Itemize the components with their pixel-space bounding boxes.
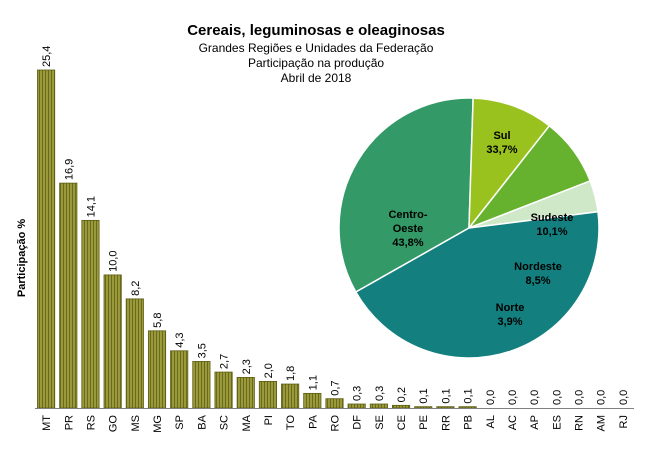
- bar-ma: [236, 376, 255, 409]
- category-label: TO: [285, 415, 297, 431]
- pie-label-centro-oeste: Centro-: [388, 209, 427, 221]
- bar-value-label: 25,4: [41, 46, 53, 67]
- bar-value-label: 0,0: [529, 390, 541, 405]
- category-label: CE: [396, 415, 408, 430]
- category-label: AL: [485, 415, 497, 428]
- category-label: DF: [352, 415, 364, 430]
- category-label: SP: [174, 415, 186, 430]
- bar-value-label: 0,3: [352, 386, 364, 401]
- pie-label-sudeste: 10,1%: [536, 226, 567, 238]
- bar-ba: [192, 361, 211, 409]
- category-label: AP: [529, 415, 541, 430]
- bar-value-label: 0,1: [418, 388, 430, 403]
- pie-slice-sudeste: [468, 97, 551, 231]
- bar-value-label: 0,3: [374, 386, 386, 401]
- category-label: PE: [418, 415, 430, 430]
- pie-label-nordeste: Nordeste: [514, 261, 562, 273]
- pie-label-centro-oeste: 43,8%: [392, 237, 423, 249]
- chart-title: Cereais, leguminosas e oleaginosas: [187, 22, 445, 39]
- bar-value-label: 0,0: [551, 390, 563, 405]
- pie-label-centro-oeste: Oeste: [393, 223, 424, 235]
- pie-label-norte: Norte: [496, 302, 525, 314]
- bar-value-label: 0,1: [463, 388, 475, 403]
- bar-value-label: 2,7: [219, 354, 231, 369]
- bar-rr: [436, 406, 455, 409]
- bar-to: [281, 383, 300, 409]
- category-label: MS: [130, 415, 142, 432]
- category-label: SC: [219, 415, 231, 430]
- bar-value-label: 0,2: [396, 387, 408, 402]
- category-label: RN: [574, 415, 586, 431]
- pie-label-sudeste: Sudeste: [531, 212, 574, 224]
- bar-se: [369, 403, 388, 409]
- bar-pb: [458, 406, 477, 409]
- bar-value-label: 1,1: [307, 375, 319, 390]
- pie-label-sul: 33,7%: [486, 144, 517, 156]
- bar-pr: [59, 182, 78, 409]
- bar-sc: [214, 371, 233, 409]
- bar-value-label: 1,8: [285, 366, 297, 381]
- category-label: RR: [440, 415, 452, 431]
- category-label: MG: [152, 415, 164, 433]
- category-label: MT: [41, 415, 53, 431]
- category-label: RS: [85, 415, 97, 430]
- bar-pi: [258, 380, 277, 409]
- bar-value-label: 2,0: [263, 363, 275, 378]
- bar-pe: [414, 406, 433, 409]
- bar-value-label: 0,0: [507, 390, 519, 405]
- pie-slice-sul: [338, 97, 474, 294]
- bar-value-label: 0,0: [596, 390, 608, 405]
- category-label: RJ: [618, 415, 630, 428]
- category-label: BA: [196, 414, 208, 429]
- bar-value-label: 0,0: [618, 390, 630, 405]
- bar-value-label: 0,0: [485, 390, 497, 405]
- category-label: PB: [463, 415, 475, 430]
- category-label: ES: [551, 415, 563, 430]
- bar-ms: [125, 298, 144, 409]
- pie-slice-centro-oeste: [354, 210, 600, 359]
- bar-ce: [391, 404, 411, 409]
- category-label: SE: [374, 415, 386, 430]
- y-axis-label: Participação %: [16, 219, 28, 297]
- category-label: RO: [330, 415, 342, 432]
- category-label: GO: [108, 415, 120, 433]
- pie-label-sul: Sul: [493, 130, 510, 142]
- bar-value-label: 16,9: [63, 159, 75, 180]
- category-label: PI: [263, 415, 275, 425]
- bar-rs: [81, 219, 100, 409]
- pie-label-norte: 3,9%: [497, 316, 522, 328]
- bar-go: [103, 274, 122, 409]
- bar-value-label: 5,8: [152, 313, 164, 328]
- chart-subtitle-3: Abril de 2018: [281, 71, 352, 85]
- category-label: AC: [507, 415, 519, 430]
- bar-mt: [37, 69, 56, 409]
- bar-value-label: 0,7: [330, 380, 342, 395]
- bar-series: 25,4 MT 16,9 PR 14,1 RS 10,0 GO 8,2 MS 5,8 MG 4,3 SP 3…: [35, 46, 634, 433]
- category-label: AM: [596, 415, 608, 432]
- bar-mg: [147, 330, 167, 409]
- chart-subtitle-1: Grandes Regiões e Unidades da Federação: [199, 41, 434, 55]
- bar-pa: [303, 392, 322, 409]
- pie-label-nordeste: 8,5%: [525, 275, 550, 287]
- bar-value-label: 4,3: [174, 332, 186, 347]
- bar-value-label: 0,1: [440, 388, 452, 403]
- bar-value-label: 0,0: [574, 390, 586, 405]
- bar-value-label: 8,2: [130, 281, 142, 296]
- bar-value-label: 2,3: [241, 359, 253, 374]
- category-label: PA: [307, 414, 319, 429]
- bar-df: [347, 403, 366, 409]
- category-label: PR: [63, 415, 75, 430]
- chart-subtitle-2: Participação na produção: [248, 56, 384, 70]
- bar-value-label: 14,1: [85, 196, 97, 217]
- bar-ro: [325, 398, 344, 409]
- bar-value-label: 10,0: [108, 251, 120, 272]
- category-label: MA: [241, 414, 253, 431]
- pie-chart: Sul 33,7% Sudeste 10,1% Nordeste 8,5% Norte 3,9…: [338, 97, 600, 359]
- bar-value-label: 3,5: [196, 343, 208, 358]
- bar-sp: [170, 350, 189, 409]
